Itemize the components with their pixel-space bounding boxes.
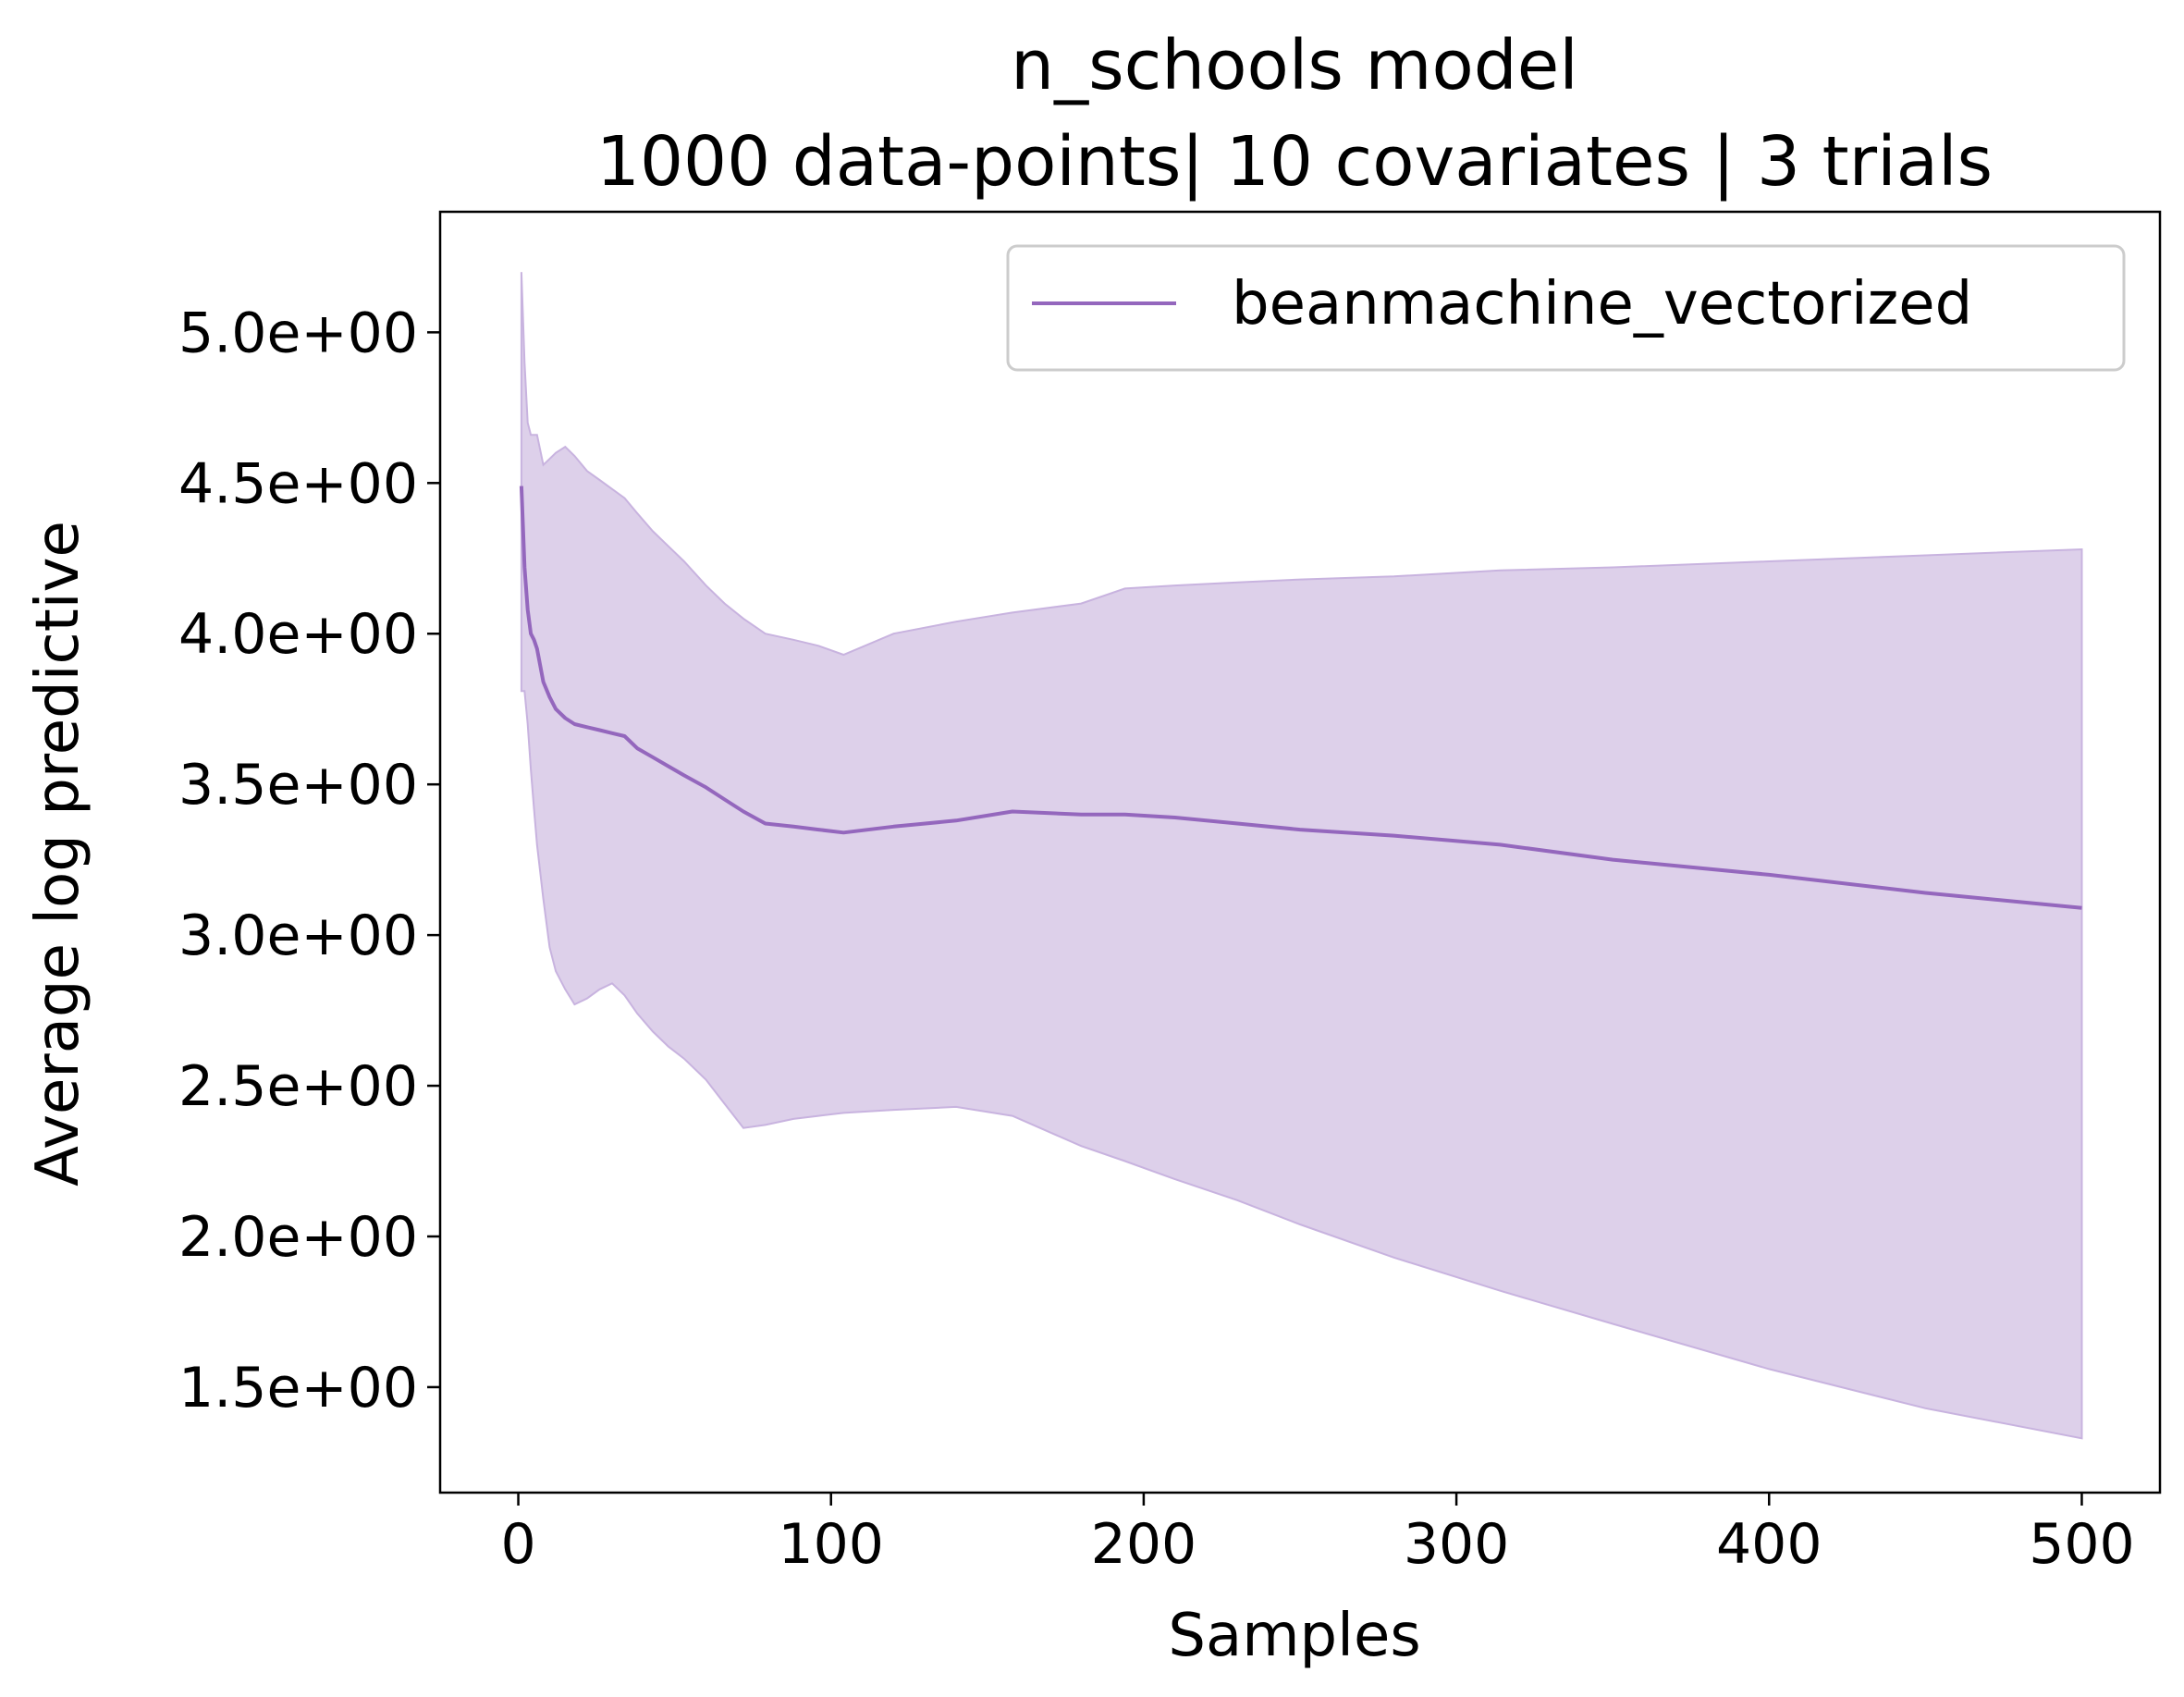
chart-subtitle: 1000 data-points| 10 covariates | 3 tria… bbox=[596, 122, 1993, 202]
y-tick-label: 1.5e+00 bbox=[178, 1356, 418, 1420]
y-axis: 1.5e+00 2.0e+00 2.5e+00 3.0e+00 3.5e+00 4.0e+… bbox=[178, 301, 440, 1420]
data-point bbox=[535, 647, 539, 651]
y-axis-label: Average log predictive bbox=[24, 521, 92, 1187]
data-point bbox=[1123, 813, 1127, 817]
data-point bbox=[1393, 834, 1396, 838]
data-point bbox=[816, 828, 820, 831]
data-point bbox=[1298, 828, 1302, 831]
data-point bbox=[529, 632, 533, 635]
data-point bbox=[764, 822, 767, 826]
legend-label: beanmachine_vectorized bbox=[1232, 270, 1972, 338]
data-point bbox=[1767, 873, 1771, 877]
data-point bbox=[585, 725, 589, 729]
data-point bbox=[522, 566, 526, 570]
y-tick-label: 2.5e+00 bbox=[178, 1054, 418, 1119]
data-point bbox=[723, 798, 727, 802]
data-point bbox=[841, 830, 845, 834]
confidence-band-layer bbox=[520, 272, 2083, 1440]
data-point bbox=[572, 722, 576, 726]
data-point bbox=[954, 818, 958, 822]
data-point bbox=[635, 746, 639, 750]
data-point bbox=[520, 485, 523, 488]
data-point bbox=[2080, 906, 2084, 910]
data-point bbox=[1079, 813, 1083, 817]
data-point bbox=[542, 680, 546, 683]
y-tick-label: 2.0e+00 bbox=[178, 1205, 418, 1270]
x-axis-label: Samples bbox=[1168, 1602, 1420, 1670]
data-point bbox=[623, 734, 627, 738]
data-point bbox=[891, 825, 895, 829]
y-tick-label: 3.5e+00 bbox=[178, 753, 418, 818]
x-tick-label: 400 bbox=[1716, 1512, 1822, 1577]
data-point bbox=[598, 729, 602, 732]
data-point bbox=[547, 695, 551, 699]
data-point bbox=[651, 756, 655, 759]
x-tick-label: 100 bbox=[778, 1512, 884, 1577]
data-point bbox=[1611, 858, 1614, 862]
data-point bbox=[682, 773, 686, 777]
data-point bbox=[1011, 810, 1014, 814]
data-point bbox=[1923, 892, 1927, 895]
y-tick-label: 5.0e+00 bbox=[178, 301, 418, 365]
data-point bbox=[526, 608, 530, 611]
data-point bbox=[705, 785, 708, 789]
y-tick-label: 4.0e+00 bbox=[178, 602, 418, 667]
x-tick-label: 200 bbox=[1091, 1512, 1197, 1577]
x-tick-label: 500 bbox=[2029, 1512, 2135, 1577]
confidence-band bbox=[520, 272, 2083, 1440]
plot-frame bbox=[438, 210, 2162, 1494]
x-axis: 0 100 200 300 400 500 bbox=[500, 1493, 2135, 1577]
data-point bbox=[610, 732, 614, 735]
x-tick-label: 0 bbox=[500, 1512, 535, 1577]
series-line-layer bbox=[519, 485, 2084, 910]
y-tick-label: 4.5e+00 bbox=[178, 451, 418, 516]
x-tick-label: 300 bbox=[1404, 1512, 1510, 1577]
data-point bbox=[1235, 822, 1239, 826]
data-point bbox=[1173, 816, 1177, 819]
data-point bbox=[1498, 842, 1502, 846]
series-line bbox=[519, 486, 2082, 910]
data-point bbox=[533, 638, 536, 642]
data-point bbox=[554, 707, 558, 711]
data-point bbox=[742, 810, 745, 814]
data-point bbox=[791, 825, 795, 829]
data-point bbox=[667, 765, 670, 769]
data-point bbox=[563, 717, 567, 720]
legend-box bbox=[1006, 244, 2126, 372]
chart-title: n_schools model bbox=[1011, 26, 1578, 105]
legend: beanmachine_vectorized bbox=[1006, 244, 2126, 372]
y-tick-label: 3.0e+00 bbox=[178, 904, 418, 968]
